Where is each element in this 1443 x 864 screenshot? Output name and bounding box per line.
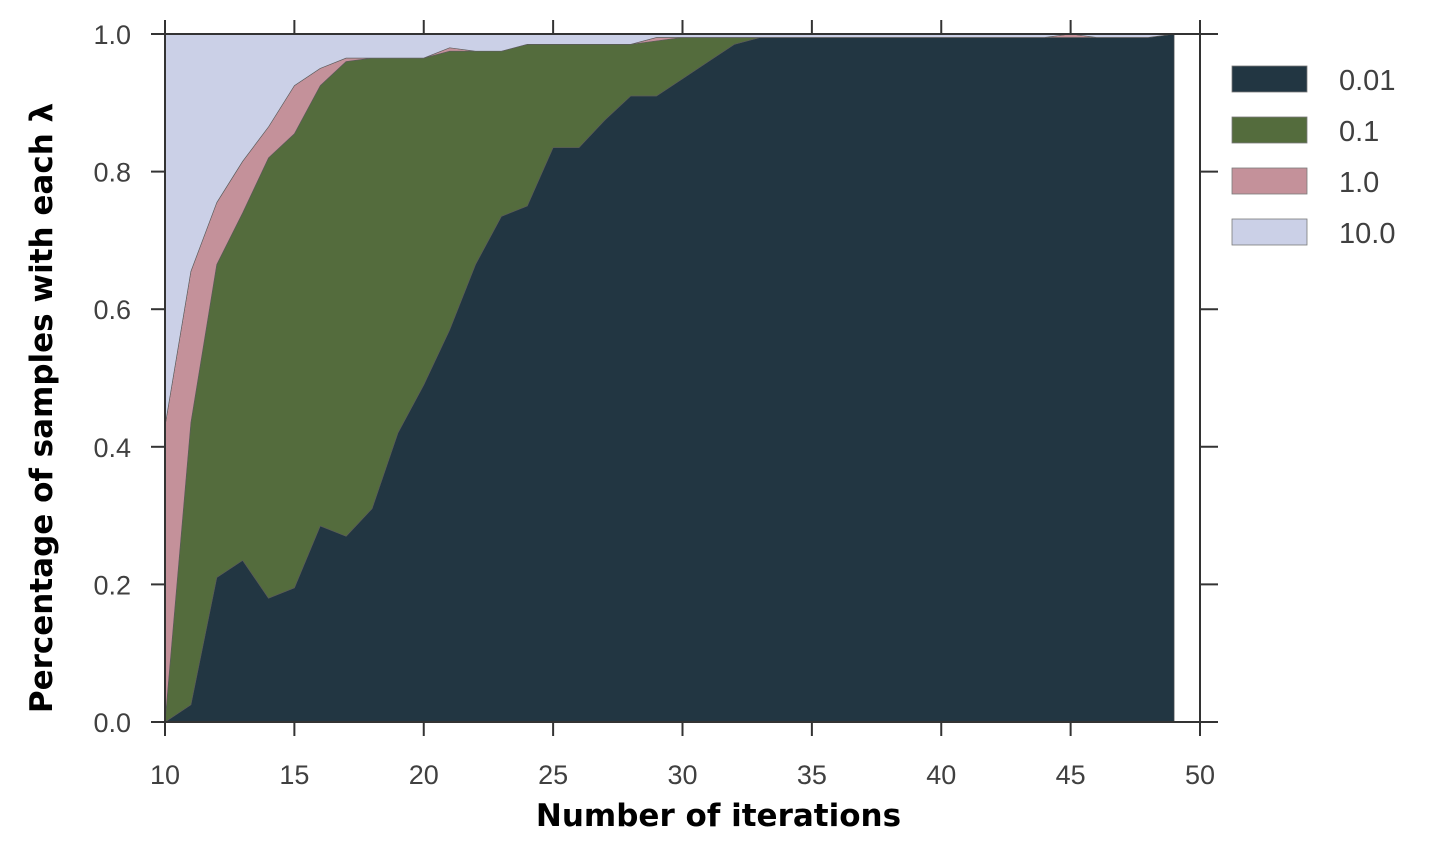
legend-swatch-10-0	[1231, 218, 1308, 246]
legend-label-1-0: 1.0	[1339, 167, 1379, 199]
y-tick-label: 0.8	[93, 158, 131, 188]
legend-swatch-0-01	[1231, 65, 1308, 93]
x-tick-label: 10	[150, 760, 180, 790]
y-tick-label: 0.6	[93, 295, 131, 325]
areas-layer	[164, 33, 1175, 723]
y-tick-label: 0.4	[93, 433, 131, 463]
x-tick-label: 30	[667, 760, 697, 790]
x-tick-label: 20	[409, 760, 439, 790]
legend-swatch-0-1	[1231, 116, 1308, 144]
legend-swatch-1-0	[1231, 167, 1308, 195]
legend: 0.01 0.1 1.0 10.0	[1231, 65, 1395, 250]
legend-label-0-01: 0.01	[1339, 65, 1395, 97]
x-tick-label: 25	[538, 760, 568, 790]
legend-label-10-0: 10.0	[1339, 218, 1395, 250]
x-tick-label: 35	[797, 760, 827, 790]
x-axis-title: Number of iterations	[536, 798, 901, 834]
legend-label-0-1: 0.1	[1339, 116, 1379, 148]
y-axis-title: Percentage of samples with each λ	[24, 103, 60, 713]
x-tick-label: 15	[279, 760, 309, 790]
labels-layer: 10 15 20 25 30 35 40 45 50 0.0 0.2 0.4 0.6 0.8 1.0 Numb…	[24, 20, 1215, 834]
axes-layer	[151, 20, 1218, 736]
x-tick-label: 45	[1056, 760, 1086, 790]
y-tick-label: 0.0	[93, 708, 131, 738]
y-tick-label: 0.2	[93, 570, 131, 600]
x-tick-label: 50	[1185, 760, 1215, 790]
y-tick-label: 1.0	[93, 20, 131, 50]
x-tick-label: 40	[926, 760, 956, 790]
